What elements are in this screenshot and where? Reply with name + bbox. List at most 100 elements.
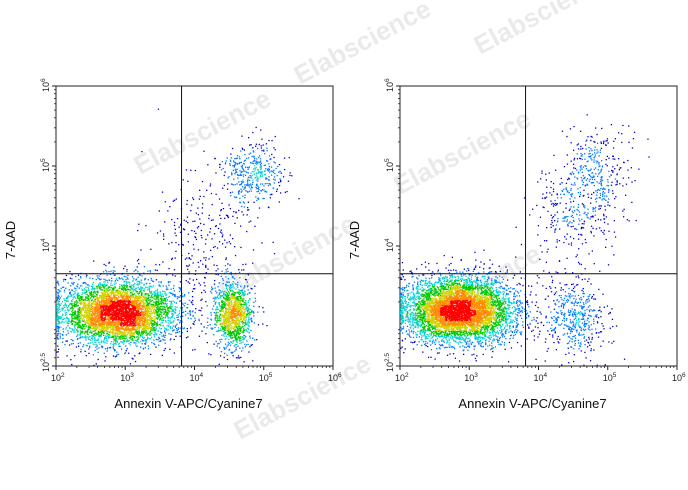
event-dot bbox=[236, 183, 238, 185]
event-dot bbox=[87, 314, 89, 316]
event-dot bbox=[142, 302, 144, 304]
event-dot bbox=[101, 320, 103, 322]
event-dot bbox=[236, 335, 238, 337]
event-dot bbox=[242, 214, 245, 216]
event-dot bbox=[159, 285, 161, 288]
event-dot bbox=[126, 285, 128, 287]
event-dot bbox=[258, 306, 260, 308]
event-dot bbox=[174, 312, 176, 314]
event-dot bbox=[240, 319, 242, 321]
event-dot bbox=[173, 269, 176, 271]
event-dot bbox=[91, 302, 94, 304]
event-dot bbox=[132, 296, 134, 299]
event-dot bbox=[83, 289, 85, 291]
event-dot bbox=[101, 295, 103, 297]
event-dot bbox=[248, 318, 250, 320]
event-dot bbox=[243, 338, 245, 340]
event-dot bbox=[225, 332, 227, 334]
event-dot bbox=[205, 238, 207, 241]
event-dot bbox=[164, 330, 166, 332]
event-dot bbox=[131, 296, 133, 298]
event-dot bbox=[94, 306, 96, 308]
event-dot bbox=[162, 319, 165, 321]
event-dot bbox=[89, 291, 91, 294]
event-dot bbox=[96, 304, 98, 306]
event-dot bbox=[257, 161, 259, 163]
event-dot bbox=[124, 331, 126, 333]
event-dot bbox=[150, 285, 152, 287]
event-dot bbox=[278, 164, 281, 166]
event-dot bbox=[110, 282, 112, 284]
event-dot bbox=[126, 334, 128, 336]
event-dot bbox=[225, 310, 227, 312]
event-dot bbox=[178, 290, 181, 293]
event-dot bbox=[91, 341, 94, 343]
event-dot bbox=[94, 330, 97, 332]
event-dot bbox=[158, 306, 160, 309]
event-dot bbox=[158, 327, 161, 329]
event-dot bbox=[106, 274, 108, 276]
event-dot bbox=[98, 287, 100, 289]
event-dot bbox=[102, 341, 104, 343]
event-dot bbox=[56, 296, 58, 298]
event-dot bbox=[169, 317, 172, 319]
event-dot bbox=[229, 308, 231, 311]
event-dot bbox=[152, 285, 155, 287]
event-dot bbox=[225, 269, 227, 271]
event-dot bbox=[170, 333, 172, 335]
event-dot bbox=[266, 182, 268, 185]
event-dot bbox=[67, 297, 69, 299]
event-dot bbox=[97, 292, 99, 294]
event-dot bbox=[88, 299, 90, 301]
event-dot bbox=[151, 297, 154, 299]
event-dot bbox=[94, 295, 96, 297]
event-dot bbox=[169, 327, 171, 329]
event-dot bbox=[215, 316, 217, 319]
event-dot bbox=[211, 328, 213, 330]
event-dot bbox=[125, 285, 127, 287]
event-dot bbox=[192, 220, 194, 223]
event-dot bbox=[146, 303, 148, 306]
event-dot bbox=[155, 295, 157, 297]
event-dot bbox=[149, 271, 151, 273]
event-dot bbox=[149, 315, 151, 317]
event-dot bbox=[218, 303, 220, 305]
event-dot bbox=[117, 353, 120, 355]
event-dot bbox=[236, 313, 238, 315]
event-dot bbox=[216, 247, 219, 249]
event-dot bbox=[248, 351, 250, 353]
event-dot bbox=[243, 160, 245, 162]
event-dot bbox=[81, 314, 83, 316]
event-dot bbox=[158, 299, 160, 301]
event-dot bbox=[230, 287, 232, 289]
event-dot bbox=[153, 306, 155, 308]
event-dot bbox=[156, 311, 159, 313]
event-dot bbox=[123, 335, 125, 337]
event-dot bbox=[132, 325, 134, 327]
event-dot bbox=[66, 340, 68, 342]
event-dot bbox=[154, 311, 156, 313]
event-dot bbox=[221, 303, 223, 306]
event-dot bbox=[239, 326, 241, 328]
event-dot bbox=[238, 181, 240, 183]
event-dot bbox=[76, 330, 79, 332]
event-dot bbox=[113, 293, 116, 295]
event-dot bbox=[112, 355, 115, 357]
event-dot bbox=[203, 223, 205, 226]
event-dot bbox=[235, 307, 237, 309]
event-dot bbox=[58, 320, 60, 323]
event-dot bbox=[258, 207, 261, 209]
event-dot bbox=[190, 210, 192, 212]
event-dot bbox=[220, 169, 223, 171]
event-dot bbox=[117, 330, 120, 333]
event-dot bbox=[112, 299, 114, 301]
event-dot bbox=[65, 297, 68, 300]
event-dot bbox=[186, 328, 188, 330]
event-dot bbox=[263, 197, 265, 200]
event-dot bbox=[260, 147, 263, 149]
event-dot bbox=[238, 193, 240, 195]
event-dot bbox=[231, 308, 233, 310]
event-dot bbox=[136, 326, 139, 328]
event-dot bbox=[229, 243, 232, 245]
